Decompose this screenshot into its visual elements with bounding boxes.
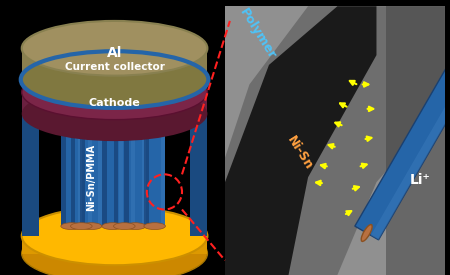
Polygon shape <box>119 112 123 226</box>
Ellipse shape <box>22 224 207 275</box>
Polygon shape <box>102 112 123 226</box>
Text: Polymer: Polymer <box>237 6 278 61</box>
Polygon shape <box>113 122 135 226</box>
Polygon shape <box>81 114 102 226</box>
Ellipse shape <box>144 223 166 230</box>
Ellipse shape <box>102 223 123 230</box>
Polygon shape <box>61 119 66 226</box>
Ellipse shape <box>71 120 92 127</box>
Polygon shape <box>61 119 82 226</box>
Polygon shape <box>22 50 207 79</box>
Text: Ni-Sn/PMMA: Ni-Sn/PMMA <box>86 144 96 211</box>
Polygon shape <box>131 122 135 226</box>
Ellipse shape <box>102 108 123 115</box>
Polygon shape <box>124 114 146 226</box>
Bar <box>225 6 445 275</box>
Ellipse shape <box>22 21 207 76</box>
Polygon shape <box>113 122 118 226</box>
Polygon shape <box>190 109 207 236</box>
Ellipse shape <box>361 225 372 241</box>
Polygon shape <box>81 114 85 226</box>
Ellipse shape <box>61 223 82 230</box>
Ellipse shape <box>124 223 146 230</box>
Polygon shape <box>225 6 377 275</box>
Polygon shape <box>22 92 207 114</box>
Polygon shape <box>102 112 107 226</box>
Ellipse shape <box>124 110 146 117</box>
Polygon shape <box>88 123 92 226</box>
Text: Al: Al <box>107 46 122 60</box>
Polygon shape <box>22 236 207 254</box>
Text: Li⁺: Li⁺ <box>410 173 431 187</box>
Text: Cathode: Cathode <box>89 98 140 108</box>
Polygon shape <box>142 114 146 226</box>
Polygon shape <box>78 119 82 226</box>
Ellipse shape <box>71 223 92 230</box>
Polygon shape <box>98 114 102 226</box>
Polygon shape <box>124 114 129 226</box>
Ellipse shape <box>22 86 207 141</box>
Polygon shape <box>71 123 92 226</box>
Ellipse shape <box>22 207 207 265</box>
Text: Ni-Sn: Ni-Sn <box>285 133 316 172</box>
Polygon shape <box>162 119 166 226</box>
Ellipse shape <box>144 115 166 122</box>
Text: Current collector: Current collector <box>65 62 165 72</box>
Polygon shape <box>144 119 149 226</box>
Polygon shape <box>71 123 76 226</box>
Ellipse shape <box>22 52 207 107</box>
Ellipse shape <box>81 110 102 117</box>
Polygon shape <box>371 76 450 240</box>
Ellipse shape <box>113 118 135 125</box>
Polygon shape <box>225 6 445 275</box>
Ellipse shape <box>81 223 102 230</box>
Ellipse shape <box>113 223 135 230</box>
Polygon shape <box>144 119 166 226</box>
Ellipse shape <box>61 115 82 122</box>
Ellipse shape <box>22 65 207 120</box>
Bar <box>386 6 445 275</box>
Polygon shape <box>355 67 450 240</box>
Polygon shape <box>22 109 39 236</box>
